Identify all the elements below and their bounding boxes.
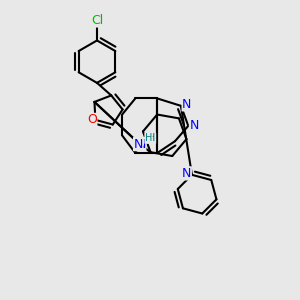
Text: N: N	[182, 167, 191, 180]
Text: H: H	[147, 133, 156, 143]
Text: Cl: Cl	[91, 14, 103, 27]
Text: N: N	[182, 98, 191, 111]
Text: O: O	[87, 113, 97, 126]
Text: N: N	[190, 119, 199, 132]
Text: N: N	[134, 138, 143, 151]
Text: N: N	[136, 138, 146, 151]
Text: H: H	[145, 133, 152, 143]
